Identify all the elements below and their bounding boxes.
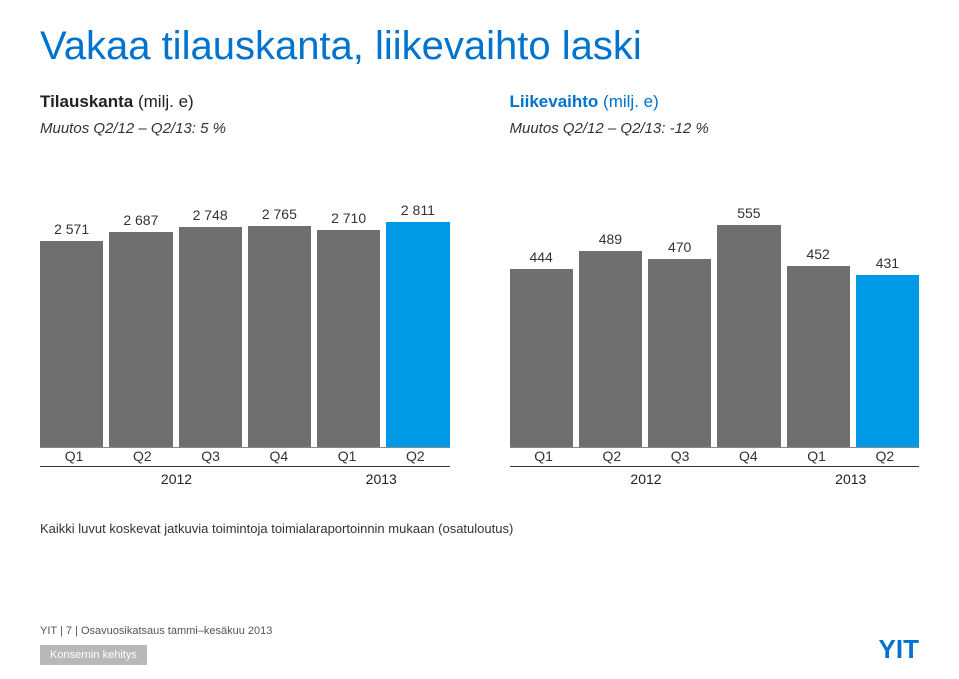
left-year-groups: 20122013 [40,466,450,487]
footer-text: YIT | 7 | Osavuosikatsaus tammi–kesäkuu … [40,624,272,639]
bar: 444 [510,249,573,447]
bar-rect [579,251,642,447]
x-tick: Q2 [108,448,176,464]
right-year-groups: 20122013 [510,466,920,487]
footnote: Kaikki luvut koskevat jatkuvia toimintoj… [40,521,919,536]
x-tick: Q1 [40,448,108,464]
bar: 2 748 [179,207,242,447]
bar-value-label: 2 710 [331,210,366,226]
year-label: 2012 [510,466,783,487]
bar-value-label: 431 [876,255,899,271]
bar-rect [40,241,103,447]
bar: 470 [648,239,711,447]
bar-rect [109,232,172,447]
right-panel: Liikevaihto (milj. e) Muutos Q2/12 – Q2/… [510,91,920,487]
x-tick: Q2 [851,448,919,464]
year-label: 2012 [40,466,313,487]
logo: YIT [879,634,919,665]
bar-rect [179,227,242,447]
bar-value-label: 2 748 [193,207,228,223]
x-tick: Q4 [245,448,313,464]
bar-value-label: 555 [737,205,760,221]
left-header-unit: (milj. e) [138,92,194,111]
right-x-axis: Q1Q2Q3Q4Q1Q2 [510,447,920,464]
bar: 555 [717,205,780,447]
bar: 2 571 [40,221,103,447]
bar: 452 [787,246,850,447]
year-label: 2013 [783,466,920,487]
bar-value-label: 2 765 [262,206,297,222]
revenue-chart: 444 489 470 555 452 431 [510,167,920,447]
left-header-label: Tilauskanta [40,92,133,111]
right-header-label: Liikevaihto [510,92,599,111]
left-panel: Tilauskanta (milj. e) Muutos Q2/12 – Q2/… [40,91,450,487]
x-tick: Q2 [381,448,449,464]
order-backlog-chart: 2 571 2 687 2 748 2 765 2 710 2 811 [40,167,450,447]
bar-rect [248,226,311,447]
x-tick: Q3 [177,448,245,464]
bar-rect [510,269,573,447]
bar-value-label: 489 [599,231,622,247]
bar-value-label: 470 [668,239,691,255]
x-tick: Q1 [313,448,381,464]
bar-rect [856,275,919,447]
x-tick: Q4 [714,448,782,464]
left-subline: Muutos Q2/12 – Q2/13: 5 % [40,120,450,137]
bar-rect [317,230,380,447]
left-x-axis: Q1Q2Q3Q4Q1Q2 [40,447,450,464]
footer: YIT | 7 | Osavuosikatsaus tammi–kesäkuu … [40,624,919,665]
bar-rect [648,259,711,447]
bar-rect [386,222,449,447]
bar: 2 811 [386,202,449,447]
bar: 489 [579,231,642,447]
year-label: 2013 [313,466,450,487]
bar-value-label: 452 [806,246,829,262]
right-header: Liikevaihto (milj. e) [510,91,920,114]
right-header-unit: (milj. e) [603,92,659,111]
bar-value-label: 2 687 [123,212,158,228]
bar-rect [717,225,780,447]
x-tick: Q2 [578,448,646,464]
bar: 2 687 [109,212,172,447]
x-tick: Q1 [510,448,578,464]
breadcrumb: Konsernin kehitys [40,645,147,665]
bar-value-label: 444 [529,249,552,265]
bar-value-label: 2 811 [401,202,435,218]
bar: 431 [856,255,919,447]
bar: 2 710 [317,210,380,447]
x-tick: Q1 [783,448,851,464]
x-tick: Q3 [646,448,714,464]
bar-rect [787,266,850,447]
left-header: Tilauskanta (milj. e) [40,91,450,114]
bar: 2 765 [248,206,311,447]
page-title: Vakaa tilauskanta, liikevaihto laski [40,24,919,69]
bar-value-label: 2 571 [54,221,89,237]
right-subline: Muutos Q2/12 – Q2/13: -12 % [510,120,920,137]
